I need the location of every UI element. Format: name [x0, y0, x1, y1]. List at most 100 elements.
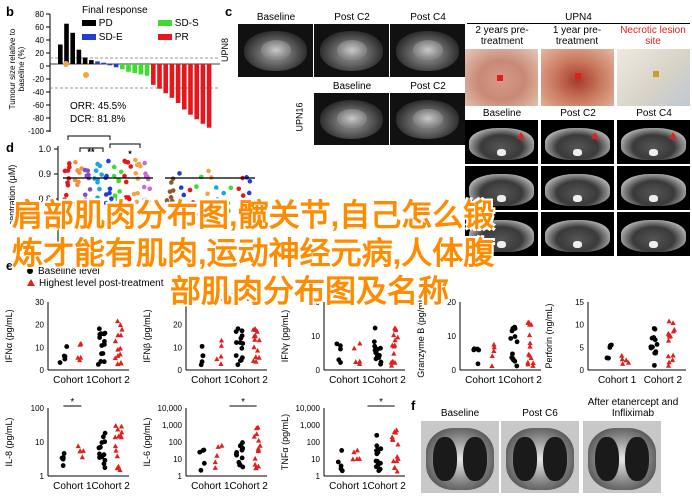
- dotplot-point: [97, 163, 103, 169]
- baseline-point: [201, 460, 207, 466]
- cytokine-ytick: 100: [169, 438, 183, 447]
- waterfall-bar: [175, 64, 181, 103]
- baseline-point: [509, 355, 515, 360]
- legend-item-pr: PR: [158, 32, 189, 43]
- dotplot-point: [82, 167, 88, 173]
- highest-point: [116, 433, 122, 439]
- highest-point: [527, 340, 533, 346]
- baseline-point: [101, 342, 107, 347]
- baseline-point: [101, 359, 107, 365]
- highest-point: [491, 341, 497, 347]
- highest-point: [214, 452, 220, 458]
- waterfall-bar: [64, 23, 69, 64]
- dotplot-point: [112, 193, 118, 198]
- baseline-point: [372, 343, 378, 349]
- dotplot-point: [143, 171, 148, 176]
- highest-point: [113, 447, 119, 453]
- highest-point: [623, 357, 629, 363]
- highest-point: [253, 465, 259, 471]
- waterfall-ytick: -40: [32, 88, 44, 97]
- baseline-point: [199, 343, 205, 349]
- baseline-point: [335, 459, 341, 465]
- upn4-ct-header-postc2: Post C2: [560, 108, 596, 119]
- cytokine-xtick: Cohort 2: [229, 375, 268, 386]
- highest-point: [665, 362, 672, 368]
- waterfall-bar: [138, 64, 144, 75]
- highest-point: [118, 360, 124, 366]
- baseline-point: [200, 353, 206, 359]
- baseline-point: [510, 326, 516, 331]
- highest-point: [392, 337, 398, 343]
- baseline-point: [99, 454, 104, 460]
- dotplot-point: [122, 173, 127, 179]
- cytokine-sig: *: [241, 398, 245, 408]
- legend-baseline: Baseline level: [27, 266, 100, 277]
- f-header-baseline: Baseline: [440, 408, 480, 419]
- highest-point: [351, 449, 357, 455]
- baseline-point: [334, 341, 340, 347]
- cytokine-ytick: 10: [35, 438, 44, 447]
- baseline-point: [102, 430, 108, 436]
- dotplot-point: [116, 178, 121, 184]
- baseline-point: [654, 342, 660, 347]
- baseline-point: [238, 335, 244, 341]
- cytokine-xtick: Cohort 1: [191, 375, 230, 386]
- dotplot-point: [111, 173, 117, 179]
- dotplot-point: [205, 191, 210, 197]
- waterfall-bar: [70, 32, 75, 64]
- dotplot-point: [164, 198, 170, 203]
- waterfall-bar: [126, 64, 131, 72]
- cytokine-plot-3: IFNγ (pg/mL) 20 10 0 Cohort 1 Cohort 2: [280, 298, 406, 386]
- highest-point: [256, 337, 262, 343]
- cytokine-xtick: Cohort 1: [329, 375, 368, 386]
- dotplot-point: [72, 177, 78, 183]
- highest-point: [215, 444, 221, 449]
- baseline-point: [198, 362, 204, 368]
- highest-point: [119, 326, 125, 332]
- ct-upn4-postc2-3: [541, 212, 614, 256]
- baseline-point: [371, 339, 377, 345]
- cytokine-ylabel: IFNα (pg/mL): [4, 309, 14, 362]
- baseline-point: [378, 359, 384, 365]
- highest-point: [393, 326, 399, 331]
- dotplot-point: [213, 185, 219, 190]
- dotplot-point: [168, 195, 174, 200]
- dotplot-point: [66, 161, 72, 166]
- baseline-point: [475, 361, 481, 367]
- ct-upn4-baseline-2: [465, 166, 538, 210]
- baseline-point: [236, 459, 242, 465]
- highest-point: [357, 340, 363, 346]
- dotplot-point: [62, 197, 67, 202]
- baseline-point: [338, 346, 343, 352]
- cytokine-plot-7: IL-6 (pg/mL) 10,000 1,000 100 10 1 Cohort 1 Coh…: [142, 398, 268, 492]
- upn16-label: UPN16: [294, 102, 305, 132]
- highest-point: [392, 465, 398, 471]
- dotplot-point: [79, 166, 84, 171]
- baseline-point: [653, 350, 659, 356]
- photo-necrotic-site: [617, 49, 690, 106]
- dotplot-point: [99, 172, 104, 177]
- baseline-point: [372, 325, 378, 331]
- highest-point: [665, 330, 671, 336]
- baseline-point: [100, 351, 106, 356]
- highest-point: [357, 358, 363, 364]
- dotplot-point: [221, 190, 226, 196]
- dotplot-point: [111, 164, 117, 170]
- waterfall-bar: [89, 60, 94, 64]
- cytokine-xtick: Cohort 2: [503, 375, 542, 386]
- cytokine-ytick: 10,000: [296, 404, 321, 413]
- cytokine-sig: *: [232, 292, 236, 302]
- waterfall-ytick: 80: [35, 10, 44, 19]
- dotplot-point: [87, 187, 93, 192]
- upn16-header-baseline: Baseline: [332, 81, 372, 92]
- dotplot-point: [125, 160, 131, 165]
- waterfall-bar: [188, 64, 193, 115]
- cytokine-ytick: 0: [580, 366, 585, 375]
- highest-point: [117, 467, 123, 472]
- legend-highest: Highest level post-treatment: [27, 278, 164, 289]
- legend-item-sds: SD-S: [158, 18, 199, 29]
- photo-2y-pre: [465, 49, 538, 106]
- cytokine-ytick: 0: [40, 366, 45, 375]
- orr-text: ORR: 45.5%: [70, 101, 127, 112]
- waterfall-ytick: 20: [35, 49, 44, 58]
